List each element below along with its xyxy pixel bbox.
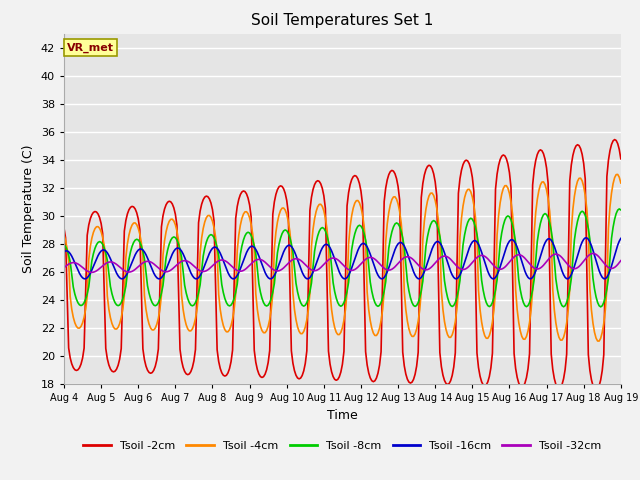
Tsoil -16cm [397, 240, 405, 245]
Tsoil -4cm [614, 171, 621, 177]
Text: VR_met: VR_met [67, 42, 114, 53]
Tsoil -16cm [379, 276, 387, 282]
Legend: Tsoil -2cm, Tsoil -4cm, Tsoil -8cm, Tsoil -16cm, Tsoil -32cm: Tsoil -2cm, Tsoil -4cm, Tsoil -8cm, Tsoi… [79, 436, 606, 456]
Line: Tsoil -2cm: Tsoil -2cm [64, 140, 621, 390]
Tsoil -32cm [617, 258, 625, 264]
Tsoil -16cm [60, 249, 68, 255]
Tsoil -32cm [550, 252, 558, 257]
Tsoil -2cm [377, 349, 385, 355]
Tsoil -4cm [164, 223, 172, 228]
Line: Tsoil -32cm: Tsoil -32cm [64, 253, 621, 272]
Tsoil -8cm [60, 241, 68, 247]
Tsoil -2cm [549, 366, 557, 372]
Tsoil -4cm [60, 232, 68, 238]
Tsoil -2cm [611, 137, 618, 143]
Tsoil -2cm [592, 387, 600, 393]
Tsoil -2cm [60, 225, 68, 231]
Tsoil -16cm [550, 243, 558, 249]
Line: Tsoil -8cm: Tsoil -8cm [64, 209, 621, 307]
Tsoil -8cm [396, 224, 403, 229]
Tsoil -16cm [617, 236, 625, 241]
Tsoil -16cm [76, 270, 83, 276]
Tsoil -4cm [595, 338, 603, 344]
Tsoil -32cm [410, 257, 417, 263]
Title: Soil Temperatures Set 1: Soil Temperatures Set 1 [252, 13, 433, 28]
Tsoil -16cm [80, 276, 88, 282]
Tsoil -32cm [88, 269, 96, 275]
Tsoil -32cm [165, 268, 173, 274]
Tsoil -2cm [164, 199, 172, 205]
X-axis label: Time: Time [327, 408, 358, 421]
Tsoil -2cm [617, 156, 625, 162]
Tsoil -8cm [408, 300, 416, 305]
Tsoil -32cm [379, 264, 387, 270]
Line: Tsoil -16cm: Tsoil -16cm [64, 238, 621, 279]
Tsoil -16cm [583, 235, 591, 241]
Tsoil -8cm [377, 300, 385, 305]
Tsoil -2cm [408, 379, 416, 385]
Tsoil -32cm [589, 251, 597, 256]
Tsoil -4cm [617, 180, 625, 186]
Tsoil -16cm [410, 269, 417, 275]
Tsoil -8cm [549, 238, 557, 244]
Tsoil -8cm [597, 304, 605, 310]
Tsoil -4cm [396, 209, 403, 215]
Tsoil -2cm [396, 197, 403, 203]
Tsoil -8cm [164, 247, 172, 253]
Tsoil -32cm [397, 257, 405, 263]
Tsoil -32cm [60, 265, 68, 271]
Tsoil -4cm [549, 287, 557, 292]
Tsoil -32cm [76, 262, 83, 268]
Tsoil -4cm [377, 318, 385, 324]
Y-axis label: Soil Temperature (C): Soil Temperature (C) [22, 144, 35, 273]
Tsoil -4cm [408, 334, 416, 339]
Tsoil -8cm [76, 302, 83, 308]
Line: Tsoil -4cm: Tsoil -4cm [64, 174, 621, 341]
Tsoil -4cm [76, 325, 83, 331]
Tsoil -8cm [617, 207, 625, 213]
Tsoil -8cm [616, 206, 623, 212]
Tsoil -2cm [76, 365, 83, 371]
Tsoil -16cm [165, 259, 173, 264]
